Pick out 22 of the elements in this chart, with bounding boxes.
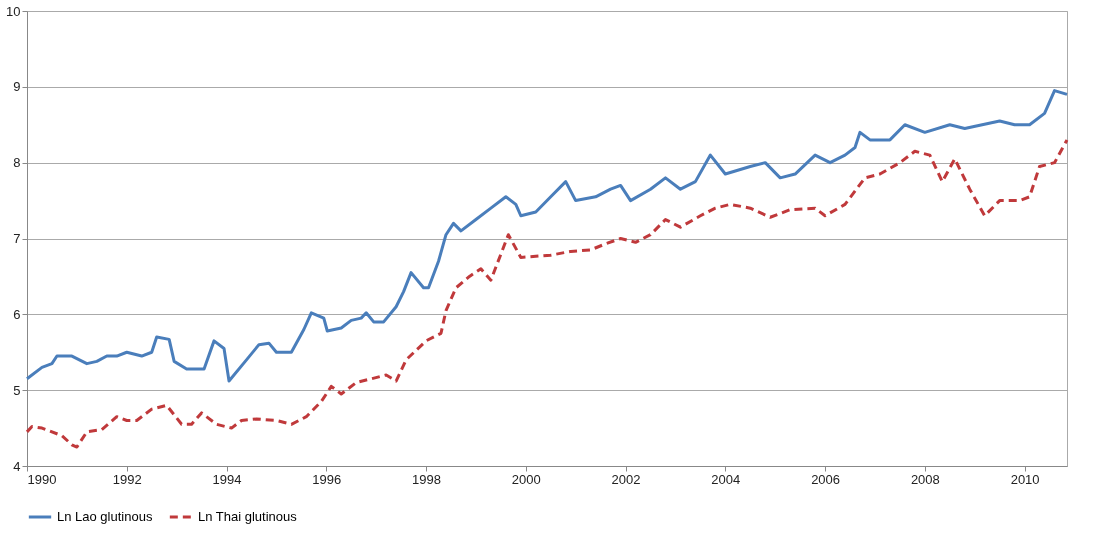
- y-tick-label: 7: [13, 231, 21, 246]
- x-tick-label: 1998: [412, 471, 441, 487]
- x-tick-label: 2000: [511, 471, 541, 487]
- y-tick-label: 4: [13, 458, 21, 474]
- x-tick-label: 1994: [212, 471, 242, 487]
- x-tick-label: 2010: [1010, 471, 1040, 487]
- x-tick-label: 2002: [611, 471, 641, 487]
- y-tick-label: 10: [6, 3, 21, 19]
- legend-label: Ln Lao glutinous: [57, 509, 153, 524]
- y-tick-label: 9: [13, 79, 21, 95]
- x-tick-label: 1996: [312, 471, 342, 487]
- y-tick-label: 6: [13, 306, 21, 322]
- x-tick-label: 1990: [27, 471, 57, 487]
- x-tick-label: 2008: [910, 471, 940, 487]
- y-tick-label: 8: [13, 155, 21, 171]
- line-series: [25, 89, 1069, 383]
- line-series: [25, 138, 1069, 449]
- y-tick-label: 5: [13, 382, 21, 398]
- x-tick-label: 2006: [811, 471, 841, 487]
- legend-label: Ln Thai glutinous: [198, 509, 298, 524]
- x-tick-label: 2004: [711, 471, 741, 487]
- x-tick-label: 1992: [112, 471, 142, 487]
